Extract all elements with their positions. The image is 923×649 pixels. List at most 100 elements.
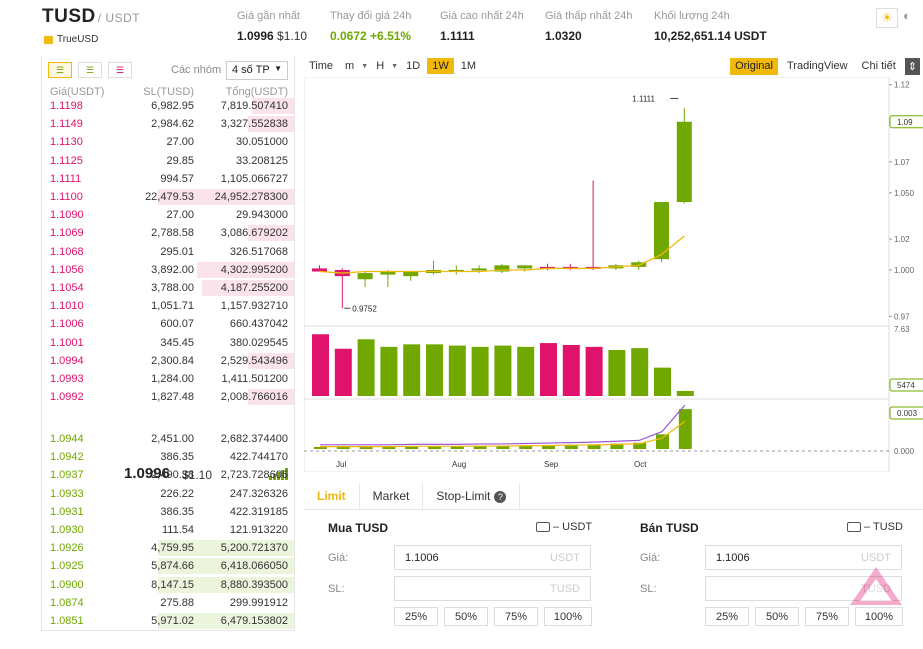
tab-stop-limit[interactable]: Stop-Limit? — [423, 483, 521, 509]
buy-wallet[interactable]: – USDT — [536, 521, 592, 533]
col-header-total[interactable]: Tổng(USDT) — [225, 86, 288, 98]
bid-row[interactable]: 1.0931 386.35 422.319185 — [42, 503, 294, 521]
bid-row[interactable]: 1.0874 275.88 299.991912 — [42, 594, 294, 612]
last-price-usd: $1.10 — [182, 468, 213, 482]
row-price: 1.1001 — [50, 336, 84, 349]
stat-value: 0.0672 — [330, 29, 367, 43]
bid-row[interactable]: 1.0933 226.22 247.326326 — [42, 485, 294, 503]
row-total: 6,418.066050 — [220, 560, 288, 573]
buy-pct-25[interactable]: 25% — [394, 607, 438, 626]
tab-market[interactable]: Market — [360, 483, 424, 509]
bid-row[interactable]: 1.0925 5,874.66 6,418.066050 — [42, 557, 294, 575]
bid-row[interactable]: 1.0851 5,971.02 6,479.153802 — [42, 612, 294, 630]
row-price: 1.1130 — [50, 136, 83, 149]
ask-row[interactable]: 1.1069 2,788.58 3,086.679202 — [42, 224, 294, 242]
row-amount: 386.35 — [160, 451, 194, 464]
bid-row[interactable]: 1.0926 4,759.95 5,200.721370 — [42, 539, 294, 557]
row-price: 1.0942 — [50, 451, 84, 464]
bid-row[interactable]: 1.0937 2,490.38 2,723.728606 — [42, 466, 294, 484]
row-amount: 4,759.95 — [151, 542, 194, 555]
sell-amount-input[interactable]: TUSD — [705, 576, 902, 601]
indicator-bar — [450, 446, 464, 449]
y-tick-label: 0.97 — [894, 312, 910, 321]
row-total: 299.991912 — [229, 596, 288, 609]
row-amount: 5,971.02 — [151, 615, 194, 627]
row-amount: 2,788.58 — [151, 227, 194, 240]
chevron-down-icon[interactable]: ▼ — [361, 62, 369, 70]
tab-limit[interactable]: Limit — [304, 483, 360, 509]
sell-price-input[interactable]: 1.1006 USDT — [705, 545, 902, 570]
volume-axis-top: 7.63 — [894, 325, 910, 334]
coin-icon — [44, 35, 53, 44]
sell-pct-25[interactable]: 25% — [705, 607, 749, 626]
interval-1w[interactable]: 1W — [427, 58, 454, 74]
ask-row[interactable]: 1.1010 1,051.71 1,157.932710 — [42, 297, 294, 315]
ask-row[interactable]: 1.1090 27.00 29.943000 — [42, 206, 294, 224]
asks-only-icon[interactable]: ☰ — [108, 62, 132, 78]
expand-icon[interactable]: ⇕ — [904, 57, 920, 75]
ask-row[interactable]: 1.1001 345.45 380.029545 — [42, 334, 294, 352]
sell-pct-100[interactable]: 100% — [855, 607, 903, 626]
bid-row[interactable]: 1.0942 386.35 422.744170 — [42, 448, 294, 466]
ask-row[interactable]: 1.1054 3,788.00 4,187.255200 — [42, 279, 294, 297]
ask-row[interactable]: 1.1006 600.07 660.437042 — [42, 315, 294, 333]
both-sides-icon[interactable]: ☰ — [48, 62, 72, 78]
row-price: 1.0933 — [50, 487, 84, 500]
help-icon[interactable]: ? — [494, 491, 507, 503]
interval-hour[interactable]: H — [376, 60, 385, 72]
bid-row[interactable]: 1.0930 111.54 121.913220 — [42, 521, 294, 539]
indicator-bar — [656, 434, 669, 449]
row-total: 326.517068 — [229, 245, 288, 258]
view-tradingview[interactable]: TradingView — [786, 59, 848, 72]
sell-pct-50[interactable]: 50% — [755, 607, 799, 626]
ask-row[interactable]: 1.1100 22,479.53 24,952.278300 — [42, 188, 294, 206]
depth-bar — [247, 352, 294, 369]
ask-row[interactable]: 1.0992 1,827.48 2,008.766016 — [42, 388, 294, 406]
bids-only-icon[interactable]: ☰ — [78, 62, 102, 78]
ask-row[interactable]: 1.1068 295.01 326.517068 — [42, 243, 294, 261]
ask-row[interactable]: 1.1056 3,892.00 4,302.995200 — [42, 261, 294, 279]
col-header-amount[interactable]: SL(TUSD) — [143, 86, 194, 98]
sell-wallet[interactable]: – TUSD — [847, 521, 903, 533]
view-detail[interactable]: Chi tiết — [861, 59, 896, 72]
interval-time[interactable]: Time — [309, 60, 334, 72]
volume-bar — [403, 344, 421, 396]
bid-row[interactable]: 1.0900 8,147.15 8,880.393500 — [42, 576, 294, 594]
row-price: 1.0851 — [50, 615, 84, 627]
buy-pct-100[interactable]: 100% — [544, 607, 592, 626]
ask-row[interactable]: 1.1130 27.00 30.051000 — [42, 133, 294, 151]
group-select[interactable]: 4 số TP ▼ — [226, 61, 288, 80]
sell-pct-75[interactable]: 75% — [805, 607, 849, 626]
price-chart[interactable]: 1.12 1.07 1.050 1.02 1.000 0.97 1.09 1.1111 0.97… — [304, 77, 923, 472]
coin-name[interactable]: TrueUSD — [44, 34, 98, 45]
view-original[interactable]: Original — [730, 57, 778, 75]
sun-icon[interactable]: ☀ — [876, 8, 898, 28]
quote-asset: / USDT — [97, 11, 141, 25]
indicator-bar — [633, 442, 647, 449]
buy-pct-50[interactable]: 50% — [444, 607, 488, 626]
interval-minute[interactable]: m — [345, 60, 355, 72]
depth-bar — [247, 389, 294, 406]
ask-row[interactable]: 1.0994 2,300.84 2,529.543496 — [42, 352, 294, 370]
buy-price-input[interactable]: 1.1006 USDT — [394, 545, 591, 570]
interval-1d[interactable]: 1D — [406, 60, 421, 72]
bid-row[interactable]: 1.0944 2,451.00 2,682.374400 — [42, 430, 294, 448]
chevron-down-icon[interactable]: ▼ — [391, 62, 399, 70]
ask-row[interactable]: 1.1149 2,984.62 3,327.552838 — [42, 115, 294, 133]
col-header-price[interactable]: Giá(USDT) — [50, 86, 105, 98]
moon-icon[interactable]: ◐ — [903, 8, 911, 23]
row-total: 8,880.393500 — [220, 578, 288, 591]
ask-row[interactable]: 1.0993 1,284.00 1,411.501200 — [42, 370, 294, 388]
candle-body — [312, 268, 327, 272]
buy-pct-75[interactable]: 75% — [494, 607, 538, 626]
row-price: 1.1006 — [50, 318, 84, 331]
ask-row[interactable]: 1.1111 994.57 1,105.066727 — [42, 170, 294, 188]
interval-1m[interactable]: 1M — [460, 60, 477, 72]
ask-row[interactable]: 1.1198 6,982.95 7,819.507410 — [42, 97, 294, 115]
row-total: 29.943000 — [236, 209, 288, 222]
ask-row[interactable]: 1.1125 29.85 33.208125 — [42, 152, 294, 170]
y-tick-label: 1.000 — [894, 266, 915, 275]
buy-amount-input[interactable]: TUSD — [394, 576, 591, 601]
volume-bar — [380, 346, 398, 396]
row-price: 1.0993 — [50, 373, 84, 385]
